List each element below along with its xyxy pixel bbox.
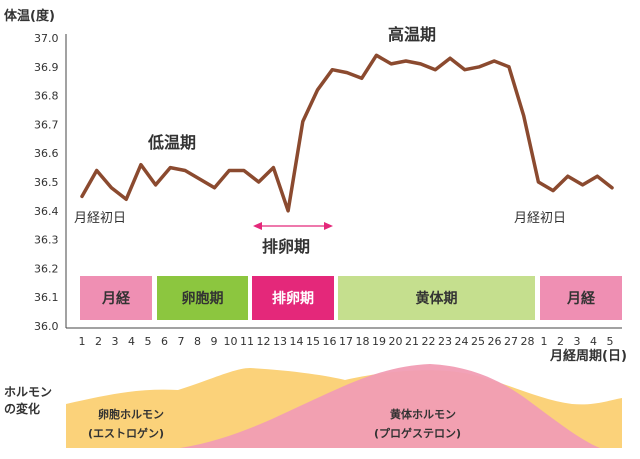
annotation-high-phase: 高温期: [388, 25, 436, 44]
phase-bar: [80, 276, 152, 320]
x-tick-label: 24: [455, 335, 469, 348]
estrogen-sub: (エストロゲン): [88, 426, 164, 440]
x-tick-label: 16: [323, 335, 337, 348]
phase-label: 排卵期: [272, 290, 314, 307]
x-axis-label: 月経周期(日): [549, 348, 627, 364]
x-tick-label: 5: [145, 335, 152, 348]
x-tick-label: 18: [356, 335, 370, 348]
x-tick-label: 25: [471, 335, 485, 348]
x-tick-label: 15: [306, 335, 320, 348]
x-tick-label: 13: [273, 335, 287, 348]
x-tick-label: 1: [79, 335, 86, 348]
x-tick-label: 11: [240, 335, 254, 348]
annotation-first-day-right: 月経初日: [514, 211, 566, 226]
x-tick-label: 17: [339, 335, 353, 348]
y-tick-label: 36.3: [34, 234, 59, 247]
phase-label: 黄体期: [416, 290, 458, 307]
phase-label: 卵胞期: [182, 290, 224, 307]
x-tick-label: 2: [557, 335, 564, 348]
y-tick-label: 36.6: [34, 147, 59, 160]
x-tick-label: 2: [95, 335, 102, 348]
y-tick-label: 36.2: [34, 262, 59, 275]
y-tick-labels: 36.0 36.1 36.2 36.3 36.4 36.5 36.6 36.7 36.8 36.9…: [34, 32, 59, 333]
annotation-ovulation: 排卵期: [262, 237, 310, 256]
y-tick-label: 36.8: [34, 90, 59, 103]
y-tick-label: 36.7: [34, 118, 59, 131]
ovulation-arrow: [253, 222, 333, 230]
x-tick-labels: 1 2 3 4 5 6 7 8 9 10 11 12 13 14 15 16 17 18 19 20 21 22 23 24 2…: [79, 335, 614, 348]
x-tick-label: 22: [422, 335, 436, 348]
x-tick-label: 26: [488, 335, 502, 348]
phase-bar: [252, 276, 334, 320]
y-tick-label: 36.5: [34, 176, 59, 189]
annotation-low-phase: 低温期: [147, 133, 196, 152]
progesterone-name: 黄体ホルモン: [390, 407, 456, 421]
x-tick-label: 20: [389, 335, 403, 348]
phase-bars: 月経 卵胞期 排卵期 黄体期 月経: [80, 276, 622, 320]
phase-bar: [338, 276, 535, 320]
x-tick-label: 8: [194, 335, 201, 348]
phase-label: 月経: [566, 290, 596, 307]
x-tick-label: 9: [211, 335, 218, 348]
x-tick-label: 21: [405, 335, 419, 348]
x-tick-label: 19: [372, 335, 386, 348]
x-tick-label: 3: [574, 335, 581, 348]
estrogen-name: 卵胞ホルモン: [98, 407, 164, 421]
x-tick-label: 4: [590, 335, 597, 348]
x-tick-label: 1: [541, 335, 548, 348]
y-axis-label: 体温(度): [4, 8, 55, 24]
phase-bar: [157, 276, 248, 320]
progesterone-sub: (プロゲステロン): [374, 426, 461, 440]
temperature-line: [80, 53, 614, 213]
x-tick-label: 5: [607, 335, 614, 348]
y-tick-label: 37.0: [34, 32, 59, 45]
y-tick-label: 36.1: [34, 291, 59, 304]
x-tick-label: 14: [290, 335, 304, 348]
y-tick-label: 36.4: [34, 205, 59, 218]
phase-bar: [540, 276, 622, 320]
phase-label: 月経: [101, 290, 131, 307]
x-tick-label: 6: [161, 335, 168, 348]
y-tick-label: 36.9: [34, 61, 59, 74]
annotation-first-day-left: 月経初日: [74, 211, 126, 226]
x-tick-label: 10: [224, 335, 238, 348]
progesterone-curve: [180, 364, 600, 448]
hormone-section-label-1: ホルモン: [4, 385, 52, 399]
x-tick-label: 28: [521, 335, 535, 348]
x-tick-label: 7: [178, 335, 185, 348]
x-tick-label: 4: [128, 335, 135, 348]
x-tick-label: 23: [438, 335, 452, 348]
y-tick-label: 36.0: [34, 320, 59, 333]
x-tick-label: 27: [504, 335, 518, 348]
hormone-section-label-2: の変化: [4, 401, 40, 416]
x-tick-label: 3: [112, 335, 119, 348]
x-tick-label: 12: [257, 335, 271, 348]
